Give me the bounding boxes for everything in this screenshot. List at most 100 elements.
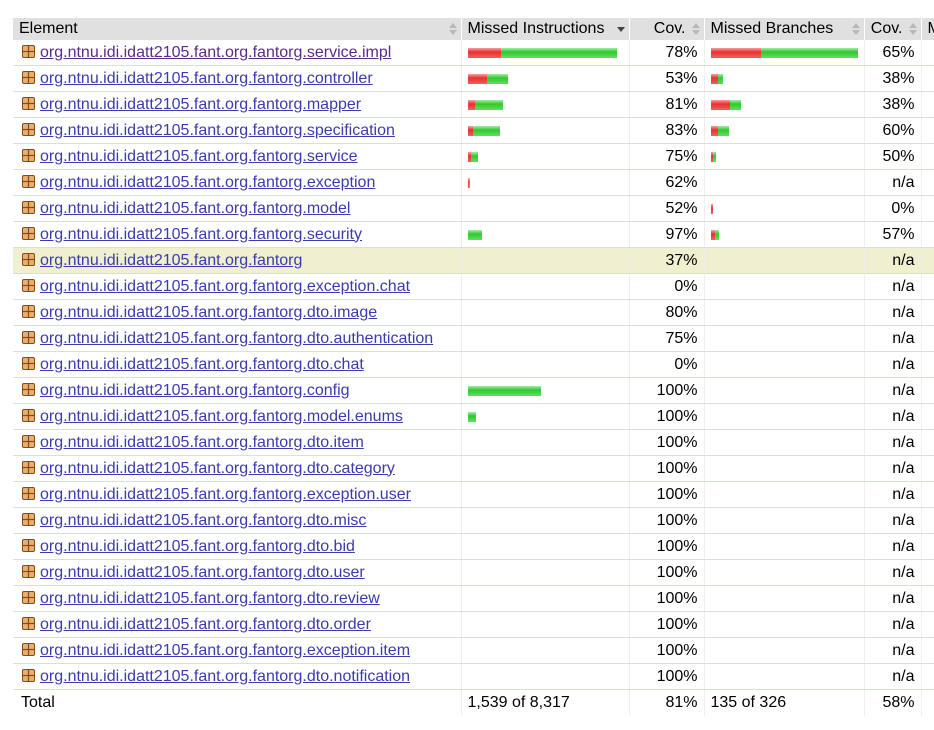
missed-instructions-bar <box>460 143 629 170</box>
coverage-report: Element Missed Instructions Cov. Missed … <box>13 18 934 716</box>
element-cell: org.ntnu.idi.idatt2105.fant.org.fantorg.… <box>13 169 461 196</box>
package-link[interactable]: org.ntnu.idi.idatt2105.fant.org.fantorg.… <box>40 563 365 581</box>
missed-bar-segment <box>467 99 475 110</box>
package-link[interactable]: org.ntnu.idi.idatt2105.fant.org.fantorg.… <box>40 381 350 399</box>
missed-branches-bar <box>703 507 864 534</box>
element-cell: org.ntnu.idi.idatt2105.fant.org.fantorg.… <box>13 221 461 248</box>
branch-coverage: 50% <box>863 143 921 170</box>
package-link[interactable]: org.ntnu.idi.idatt2105.fant.org.fantorg.… <box>40 615 371 633</box>
package-link[interactable]: org.ntnu.idi.idatt2105.fant.org.fantorg.… <box>40 485 411 503</box>
element-cell: org.ntnu.idi.idatt2105.fant.org.fantorg.… <box>13 663 461 690</box>
next-column-cell <box>920 403 934 430</box>
missed-instructions-bar <box>460 299 629 326</box>
next-column-cell <box>920 221 934 248</box>
package-link[interactable]: org.ntnu.idi.idatt2105.fant.org.fantorg.… <box>40 407 403 425</box>
package-link[interactable]: org.ntnu.idi.idatt2105.fant.org.fantorg.… <box>40 537 355 555</box>
column-header-missed-instructions[interactable]: Missed Instructions <box>460 18 629 40</box>
package-link[interactable]: org.ntnu.idi.idatt2105.fant.org.fantorg.… <box>40 95 362 113</box>
branch-coverage: n/a <box>863 611 921 638</box>
package-link[interactable]: org.ntnu.idi.idatt2105.fant.org.fantorg.… <box>40 459 395 477</box>
branch-coverage: 0% <box>863 195 921 222</box>
missed-branches-bar <box>703 299 864 326</box>
package-icon <box>21 408 36 423</box>
package-icon <box>21 304 36 319</box>
coverage-table: Element Missed Instructions Cov. Missed … <box>13 18 934 716</box>
package-link[interactable]: org.ntnu.idi.idatt2105.fant.org.fantorg.… <box>40 303 378 321</box>
next-column-cell <box>920 325 934 352</box>
total-missed-instructions: 1,539 of 8,317 <box>460 689 629 716</box>
table-row: org.ntnu.idi.idatt2105.fant.org.fantorg.… <box>13 507 934 534</box>
package-link[interactable]: org.ntnu.idi.idatt2105.fant.org.fantorg.… <box>40 225 362 243</box>
missed-instructions-bar <box>460 637 629 664</box>
next-column-cell <box>920 169 934 196</box>
instruction-coverage: 100% <box>628 533 704 560</box>
instruction-coverage: 53% <box>628 65 704 92</box>
column-header-branch-coverage[interactable]: Cov. <box>863 18 921 40</box>
package-link[interactable]: org.ntnu.idi.idatt2105.fant.org.fantorg.… <box>40 43 392 61</box>
next-column-cell <box>920 65 934 92</box>
next-column-cell <box>920 637 934 664</box>
covered-bar-segment <box>500 47 617 58</box>
package-link[interactable]: org.ntnu.idi.idatt2105.fant.org.fantorg.… <box>40 199 351 217</box>
package-link[interactable]: org.ntnu.idi.idatt2105.fant.org.fantorg <box>40 251 303 269</box>
missed-bar-segment <box>710 229 715 240</box>
sort-descending-icon <box>616 23 625 35</box>
missed-branches-bar <box>703 481 864 508</box>
table-row: org.ntnu.idi.idatt2105.fant.org.fantorg 3… <box>13 247 934 274</box>
column-header-element[interactable]: Element <box>13 18 461 40</box>
package-link[interactable]: org.ntnu.idi.idatt2105.fant.org.fantorg.… <box>40 667 411 685</box>
column-header-next[interactable]: Mi <box>920 18 934 40</box>
package-link[interactable]: org.ntnu.idi.idatt2105.fant.org.fantorg.… <box>40 173 376 191</box>
package-link[interactable]: org.ntnu.idi.idatt2105.fant.org.fantorg.… <box>40 277 411 295</box>
next-column-cell <box>920 455 934 482</box>
table-row: org.ntnu.idi.idatt2105.fant.org.fantorg.… <box>13 299 934 326</box>
element-cell: org.ntnu.idi.idatt2105.fant.org.fantorg.… <box>13 637 461 664</box>
package-link[interactable]: org.ntnu.idi.idatt2105.fant.org.fantorg.… <box>40 147 358 165</box>
table-row: org.ntnu.idi.idatt2105.fant.org.fantorg.… <box>13 611 934 638</box>
element-cell: org.ntnu.idi.idatt2105.fant.org.fantorg.… <box>13 429 461 456</box>
covered-bar-segment <box>467 411 476 422</box>
missed-branches-bar <box>703 195 864 222</box>
package-icon <box>21 174 36 189</box>
missed-branches-bar <box>703 559 864 586</box>
instruction-coverage: 62% <box>628 169 704 196</box>
missed-bar-segment <box>467 47 501 58</box>
sort-icon <box>691 23 700 35</box>
table-row: org.ntnu.idi.idatt2105.fant.org.fantorg.… <box>13 585 934 612</box>
next-column-cell <box>920 507 934 534</box>
package-link[interactable]: org.ntnu.idi.idatt2105.fant.org.fantorg.… <box>40 433 364 451</box>
missed-branches-bar <box>703 611 864 638</box>
package-link[interactable]: org.ntnu.idi.idatt2105.fant.org.fantorg.… <box>40 641 411 659</box>
column-header-label: Cov. <box>653 20 686 37</box>
missed-instructions-bar <box>460 455 629 482</box>
package-link[interactable]: org.ntnu.idi.idatt2105.fant.org.fantorg.… <box>40 589 380 607</box>
missed-instructions-bar <box>460 169 629 196</box>
missed-instructions-bar <box>460 507 629 534</box>
next-column-cell <box>920 481 934 508</box>
missed-instructions-bar <box>460 247 629 274</box>
next-column-cell <box>920 351 934 378</box>
element-cell: org.ntnu.idi.idatt2105.fant.org.fantorg.… <box>13 559 461 586</box>
column-header-missed-branches[interactable]: Missed Branches <box>703 18 864 40</box>
branch-coverage: n/a <box>863 351 921 378</box>
package-icon <box>21 200 36 215</box>
column-header-instruction-coverage[interactable]: Cov. <box>628 18 704 40</box>
total-label: Total <box>21 694 55 711</box>
package-icon <box>21 512 36 527</box>
package-link[interactable]: org.ntnu.idi.idatt2105.fant.org.fantorg.… <box>40 121 395 139</box>
element-cell: org.ntnu.idi.idatt2105.fant.org.fantorg.… <box>13 273 461 300</box>
element-cell: org.ntnu.idi.idatt2105.fant.org.fantorg.… <box>13 507 461 534</box>
branch-coverage: n/a <box>863 325 921 352</box>
element-cell: org.ntnu.idi.idatt2105.fant.org.fantorg.… <box>13 481 461 508</box>
next-column-cell <box>920 377 934 404</box>
instruction-coverage: 52% <box>628 195 704 222</box>
package-link[interactable]: org.ntnu.idi.idatt2105.fant.org.fantorg.… <box>40 511 367 529</box>
missed-branches-bar <box>703 403 864 430</box>
package-link[interactable]: org.ntnu.idi.idatt2105.fant.org.fantorg.… <box>40 69 373 87</box>
sort-icon <box>448 23 457 35</box>
package-icon <box>21 330 36 345</box>
branch-coverage: n/a <box>863 455 921 482</box>
package-link[interactable]: org.ntnu.idi.idatt2105.fant.org.fantorg.… <box>40 329 434 347</box>
column-header-label: Mi <box>928 20 934 37</box>
package-link[interactable]: org.ntnu.idi.idatt2105.fant.org.fantorg.… <box>40 355 364 373</box>
